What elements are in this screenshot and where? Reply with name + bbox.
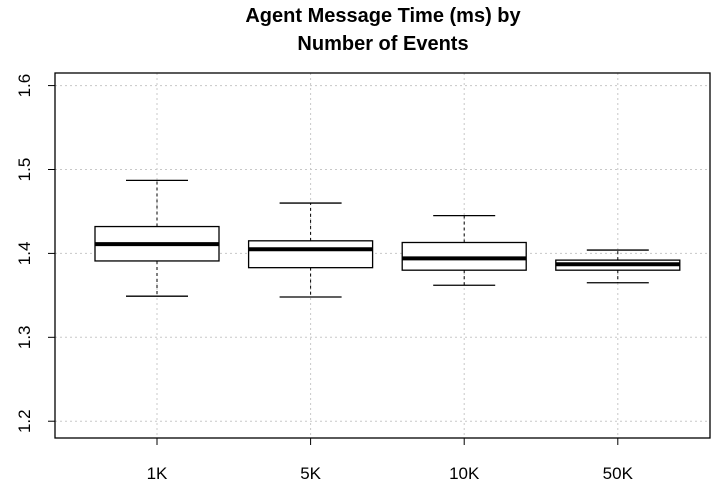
x-tick-label: 5K (300, 464, 321, 483)
y-tick-label: 1.5 (15, 158, 34, 182)
y-tick-label: 1.4 (15, 242, 34, 266)
y-axis: 1.2 1.3 1.4 1.5 1.6 (15, 74, 55, 433)
box-series (94, 179, 681, 298)
chart-title-line-1: Agent Message Time (ms) by (245, 5, 521, 27)
box-50K (555, 249, 681, 284)
x-tick-label: 10K (449, 464, 480, 483)
y-tick-label: 1.6 (15, 74, 34, 98)
box-1K (94, 179, 220, 297)
chart-title-line-2: Number of Events (297, 33, 468, 55)
x-tick-label: 50K (603, 464, 634, 483)
grid-lines (55, 73, 710, 438)
box-5K (247, 202, 374, 298)
y-tick-label: 1.2 (15, 409, 34, 433)
box-iqr (247, 240, 374, 269)
x-tick-label: 1K (147, 464, 168, 483)
x-axis: 1K 5K 10K 50K (147, 438, 634, 483)
box-iqr (401, 241, 527, 271)
plot-frame (54, 72, 711, 439)
y-tick-label: 1.3 (15, 325, 34, 349)
box-10K (401, 214, 527, 286)
